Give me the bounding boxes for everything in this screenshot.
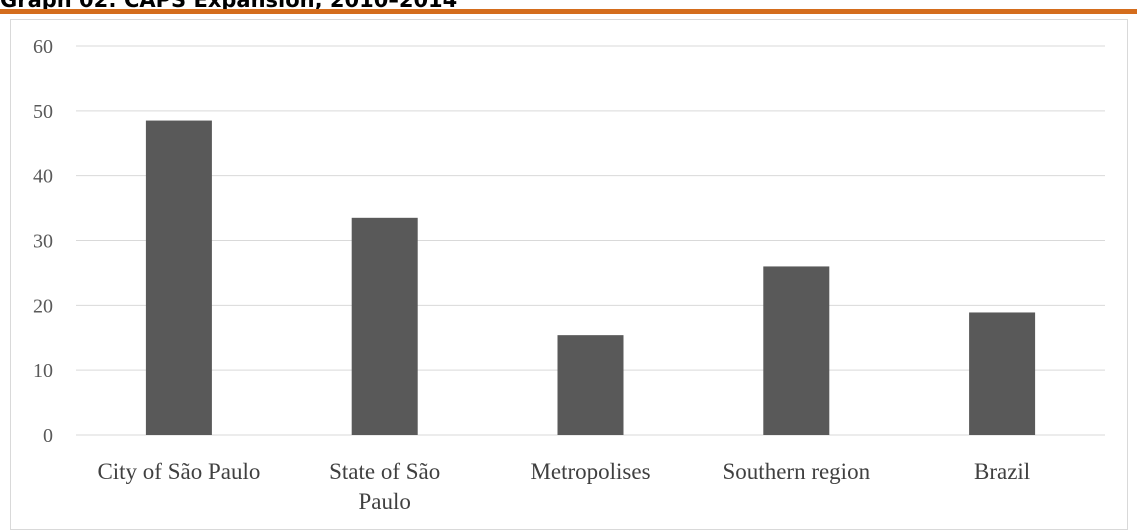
y-tick-label: 60 xyxy=(33,36,53,58)
bars xyxy=(145,120,1036,435)
y-tick-label: 0 xyxy=(43,425,53,447)
x-tick-label: Brazil xyxy=(974,459,1030,484)
y-tick-label: 40 xyxy=(33,166,53,188)
y-tick-label: 30 xyxy=(33,231,53,253)
gridlines xyxy=(76,45,1105,436)
x-tick-label: City of São Paulo xyxy=(97,459,260,484)
bar xyxy=(763,266,830,435)
x-tick-label: Metropolises xyxy=(530,459,650,484)
x-tick-label: State of São Paulo xyxy=(329,459,440,514)
y-tick-label: 10 xyxy=(33,360,53,382)
bar xyxy=(969,312,1036,435)
x-tick-label: Southern region xyxy=(723,459,871,484)
axes: 0 10 20 30 40 50 60 City of São Paulo State of S… xyxy=(33,36,1030,514)
y-tick-label: 20 xyxy=(33,295,53,317)
bar xyxy=(557,335,624,435)
bar xyxy=(351,217,418,435)
y-tick-label: 50 xyxy=(33,101,53,123)
bar xyxy=(145,120,212,435)
accent-rule xyxy=(0,9,1137,14)
